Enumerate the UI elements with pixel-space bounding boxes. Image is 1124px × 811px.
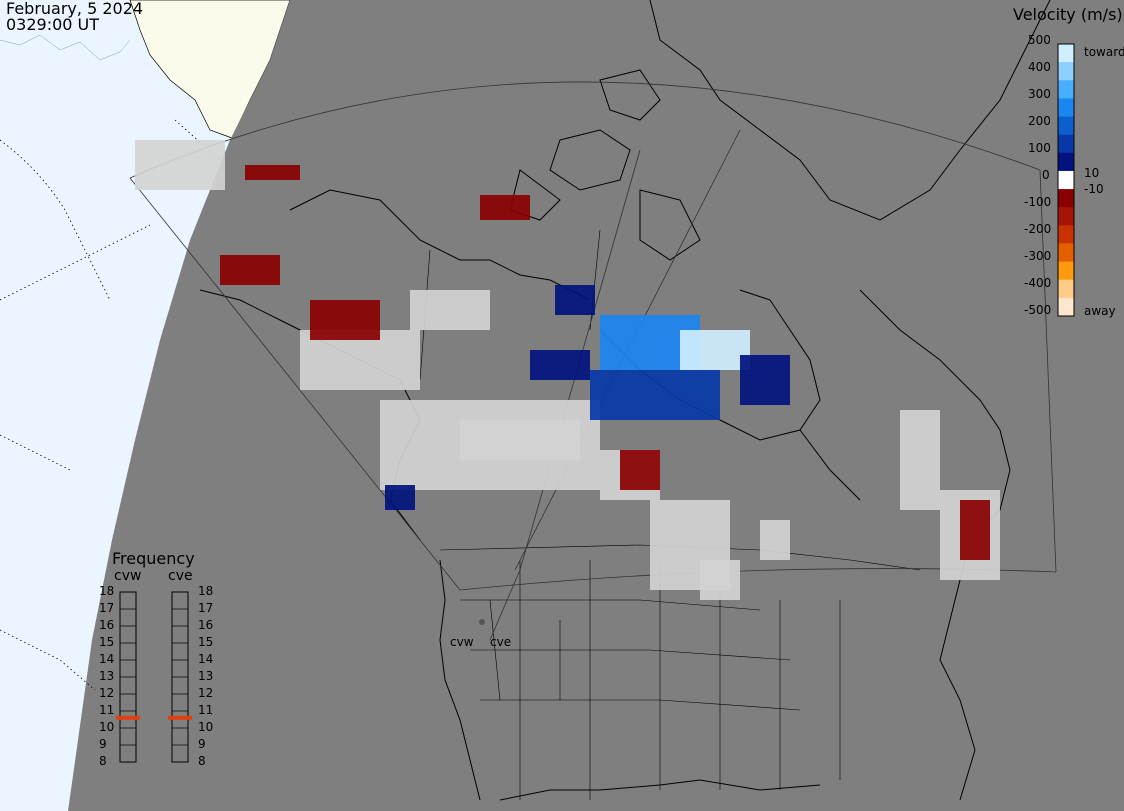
frequency-tick: 17 [99,601,115,615]
velocity-tick: 0 [1042,168,1050,182]
colorbar-segment [1058,207,1074,226]
velocity-tick: -500 [1024,303,1052,317]
radar-cell [410,290,490,330]
frequency-tick: 10 [99,720,115,734]
colorbar-segment [1058,134,1074,154]
colorbar-segment [1058,261,1074,281]
freq-radar-cve: cve [168,568,193,584]
colorbar-segment [1058,44,1074,63]
frequency-tick: 9 [198,737,206,751]
radar-cell [700,560,740,600]
date-label: February, 5 2024 [6,0,144,18]
day-side-land [129,0,291,139]
frequency-tick: 14 [198,652,214,666]
colorbar-segment [1058,98,1074,118]
colorbar-segment [1058,170,1074,190]
frequency-tick: 15 [99,635,115,649]
frequency-panel [116,591,192,763]
frequency-tick: 12 [198,686,214,700]
frequency-tick: 14 [99,652,115,666]
frequency-tick: 9 [99,737,107,751]
colorbar-segment [1058,297,1074,317]
frequency-tick: 12 [99,686,115,700]
colorbar-segment [1058,80,1074,99]
velocity-tick: 300 [1028,87,1051,101]
colorbar-segment [1058,116,1074,136]
radar-cell [480,195,530,220]
frequency-tick: 13 [198,669,214,683]
radar-cell [310,300,380,340]
away-label: away [1084,304,1116,318]
velocity-tick: -200 [1024,222,1052,236]
radar-cell [530,350,590,380]
radar-cell [760,520,790,560]
radar-cells [135,140,1000,600]
velocity-tick: 10 [1084,166,1100,180]
site-label-cve: cve [490,635,512,649]
radar-site-marker [479,619,485,625]
velocity-tick: 100 [1028,141,1051,155]
velocity-legend-title: Velocity (m/s) [1013,5,1123,24]
frequency-marker [116,715,140,720]
frequency-tick: 11 [198,703,214,717]
radar-cell [680,330,750,370]
frequency-tick: 8 [99,754,107,768]
frequency-tick: 15 [198,635,214,649]
velocity-tick: -400 [1024,276,1052,290]
colorbar-segment [1058,279,1074,299]
velocity-tick: -300 [1024,249,1052,263]
velocity-tick: -100 [1024,195,1052,209]
frequency-tick: 16 [99,618,115,632]
radar-cell [620,450,660,490]
day-side-ocean [0,0,290,811]
radar-cell [245,165,300,180]
colorbar-segment [1058,152,1074,172]
velocity-tick: 200 [1028,114,1051,128]
russia-coast [0,34,131,61]
frequency-tick: 10 [198,720,214,734]
time-label: 0329:00 UT [6,15,100,34]
frequency-tick: 16 [198,618,214,632]
frequency-tick: 18 [198,584,214,598]
radar-cell [740,355,790,405]
velocity-colorbar [1057,43,1075,317]
frequency-tick: 13 [99,669,115,683]
velocity-tick: 400 [1028,60,1051,74]
velocity-tick: 500 [1028,33,1051,47]
radar-cell [900,410,940,510]
colorbar-segment [1058,62,1074,81]
freq-radar-cvw: cvw [114,568,142,584]
radar-cell [460,420,580,460]
velocity-tick: -10 [1084,182,1104,196]
frequency-tick: 11 [99,703,115,717]
radar-cell [960,500,990,560]
frequency-tick: 17 [198,601,214,615]
frequency-tick: 18 [99,584,115,598]
toward-label: toward [1084,45,1124,59]
radar-cell [135,140,225,190]
radar-cell [385,485,415,510]
frequency-tick: 8 [198,754,206,768]
colorbar-segment [1058,225,1074,244]
colorbar-segment [1058,243,1074,263]
colorbar-frame [1057,43,1075,317]
radar-cell [590,370,720,420]
colorbar-segment [1058,189,1074,208]
radar-cell [555,285,595,315]
frequency-title: Frequency [112,549,195,568]
radar-cell [220,255,280,285]
site-label-cvw: cvw [450,635,474,649]
frequency-marker [168,715,192,720]
